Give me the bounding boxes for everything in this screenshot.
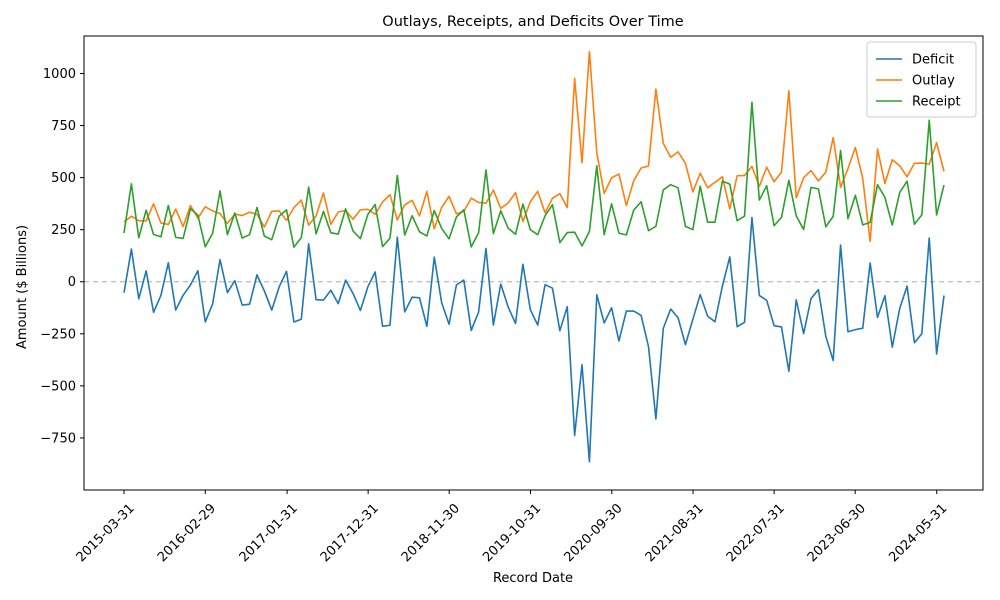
x-tick-label: 2017-01-31 — [237, 501, 301, 565]
y-axis: −750 −500 −250 0 250 500 750 1000 — [40, 67, 84, 446]
legend-label-deficit: Deficit — [912, 53, 954, 68]
x-tick-label: 2020-09-30 — [561, 501, 625, 565]
plot-area — [83, 35, 984, 491]
y-axis-title: Amount ($ Billions) — [15, 225, 30, 349]
chart-title: Outlays, Receipts, and Deficits Over Tim… — [382, 14, 683, 30]
x-tick-label: 2021-08-31 — [643, 501, 707, 565]
legend-label-receipt: Receipt — [912, 95, 961, 110]
x-tick-label: 2016-02-29 — [155, 501, 219, 565]
series-line-receipt — [123, 101, 945, 248]
legend-label-outlay: Outlay — [912, 74, 955, 89]
x-tick-label: 2022-07-31 — [724, 501, 788, 565]
series-line-outlay — [123, 50, 945, 243]
y-tick-label: −500 — [40, 379, 76, 394]
y-tick-label: −750 — [40, 431, 76, 446]
x-tick-label: 2015-03-31 — [74, 501, 138, 565]
x-tick-label: 2018-11-30 — [399, 501, 463, 565]
x-tick-label: 2024-05-31 — [886, 501, 950, 565]
x-tick-label: 2019-10-31 — [480, 501, 544, 565]
y-tick-label: 1000 — [43, 67, 76, 82]
y-tick-label: 0 — [68, 275, 76, 290]
x-tick-label: 2023-06-30 — [805, 501, 869, 565]
legend: Deficit Outlay Receipt — [866, 41, 977, 118]
x-tick-label: 2017-12-31 — [318, 501, 382, 565]
y-tick-label: 250 — [51, 223, 76, 238]
series-lines — [123, 50, 945, 463]
series-line-deficit — [123, 216, 945, 463]
legend-box — [866, 41, 977, 118]
y-tick-label: 750 — [51, 119, 76, 134]
x-axis-title: Record Date — [493, 571, 573, 586]
y-tick-label: −250 — [40, 327, 76, 342]
x-axis: 2015-03-31 2016-02-29 2017-01-31 2017-12-31… — [74, 490, 950, 565]
y-tick-label: 500 — [51, 171, 76, 186]
